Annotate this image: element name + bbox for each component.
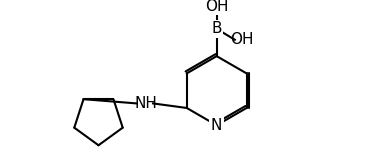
Text: OH: OH [205,0,228,14]
Text: N: N [211,118,222,133]
Text: OH: OH [230,32,254,47]
Text: NH: NH [134,96,157,111]
Text: B: B [212,21,222,36]
